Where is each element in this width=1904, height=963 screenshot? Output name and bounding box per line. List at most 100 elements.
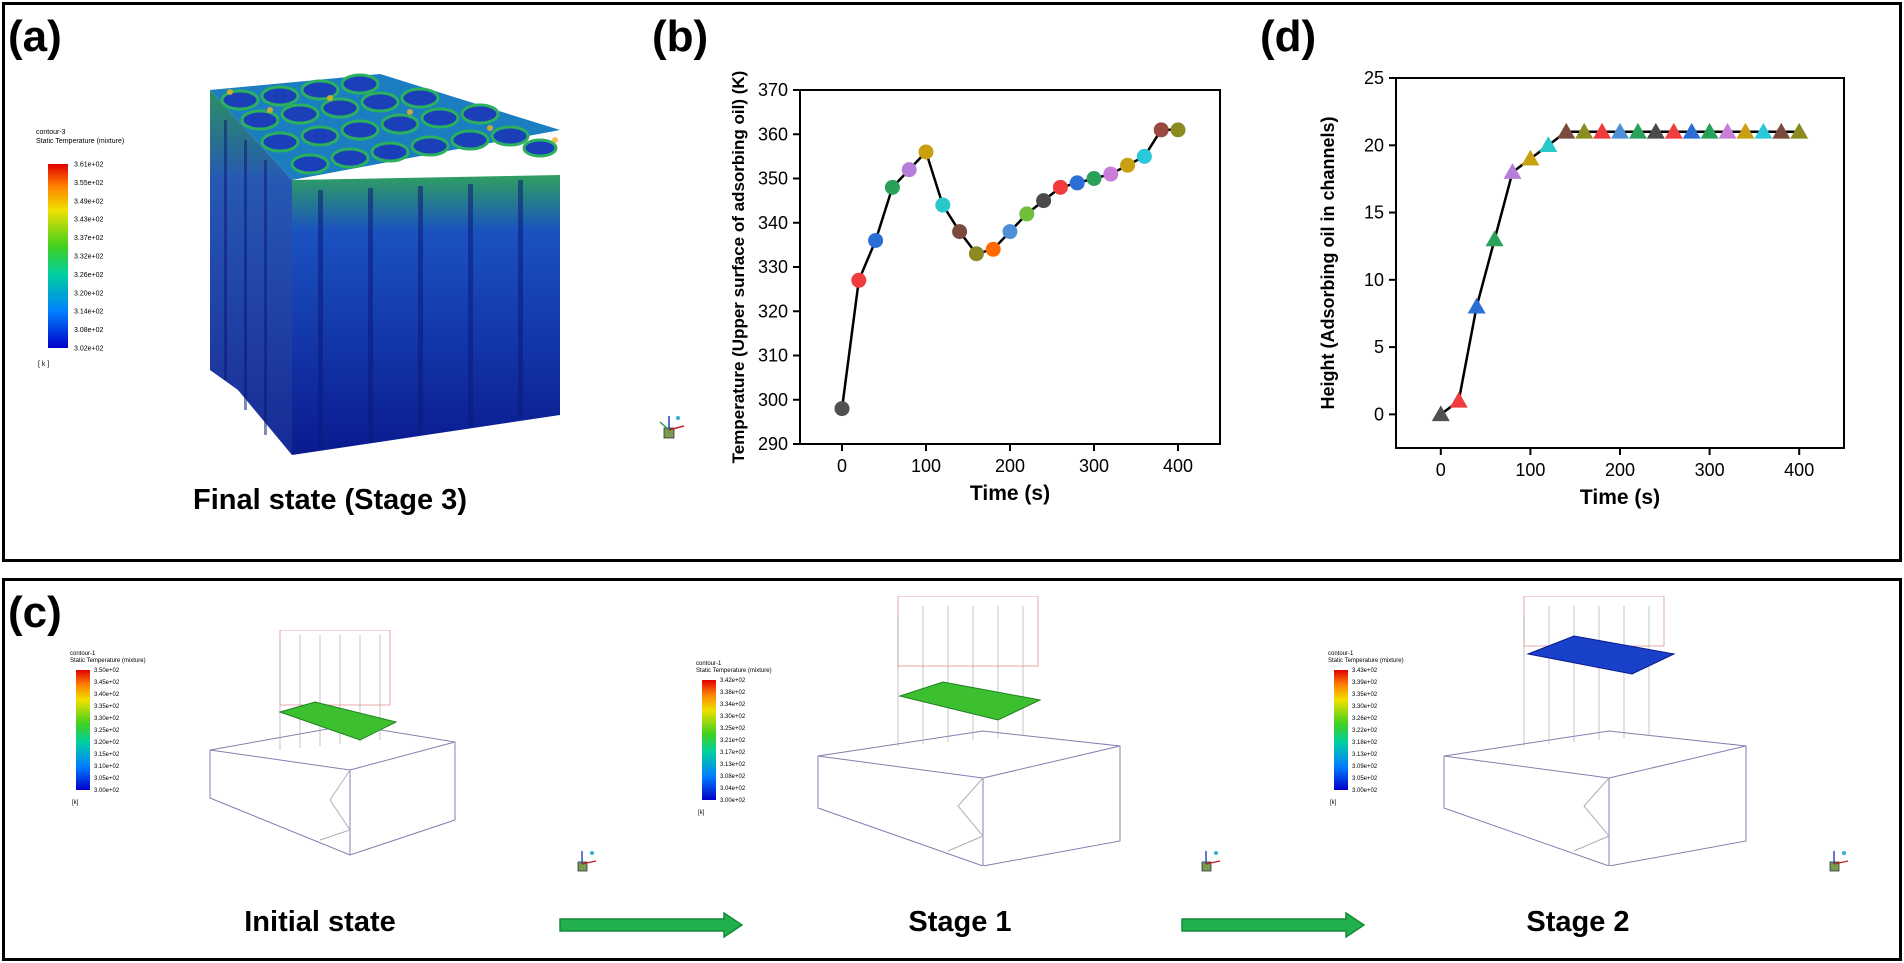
panel-label-c: (c): [8, 588, 62, 637]
colormap-legend-c2: contour-1 Static Temperature (mixture) 3…: [696, 661, 772, 816]
legend-tick-label: 3.18e+02: [1352, 740, 1378, 746]
legend-tick-label: 3.43e+02: [1352, 668, 1378, 674]
axis-triad-icon: [1201, 851, 1221, 872]
x-tick-label: 400: [1784, 460, 1814, 480]
legend-c3-title2: Static Temperature (mixture): [1328, 658, 1404, 664]
legend-tick-label: 3.26e+02: [74, 272, 103, 279]
panel-top: [2, 2, 1902, 562]
data-point: [968, 246, 984, 262]
data-point: [1449, 391, 1468, 408]
legend-tick-label: 3.34e+02: [720, 702, 746, 708]
legend-tick-label: 3.08e+02: [74, 327, 103, 334]
legend-a-unit: [ k ]: [38, 361, 49, 368]
data-point: [952, 224, 968, 240]
legend-tick-label: 3.55e+02: [74, 180, 103, 187]
legend-tick-label: 3.05e+02: [1352, 776, 1378, 782]
x-tick-label: 400: [1163, 456, 1193, 476]
legend-tick-label: 3.35e+02: [1352, 692, 1378, 698]
x-tick-label: 200: [995, 456, 1025, 476]
data-point: [1772, 122, 1791, 139]
data-point: [1019, 206, 1035, 222]
axis-triad-icon: [1829, 851, 1849, 872]
data-point: [884, 179, 900, 195]
render-stage-2: [1443, 596, 1747, 866]
data-point: [1036, 193, 1052, 209]
data-point: [1485, 230, 1504, 247]
y-axis-label-d: Height (Adsorbing oil in channels): [1320, 116, 1338, 409]
legend-tick-label: 3.43e+02: [74, 217, 103, 224]
data-point: [1521, 149, 1540, 166]
data-point: [1431, 405, 1450, 422]
legend-tick-label: 3.22e+02: [1352, 728, 1378, 734]
render-initial-state: [209, 630, 456, 856]
x-tick-label: 300: [1079, 456, 1109, 476]
data-point: [1503, 163, 1522, 179]
data-point: [868, 232, 884, 248]
legend-tick-label: 3.42e+02: [720, 678, 746, 684]
legend-tick-label: 3.39e+02: [1352, 680, 1378, 686]
data-point: [1170, 122, 1186, 138]
legend-c2-title1: contour-1: [696, 661, 722, 667]
legend-tick-label: 3.30e+02: [94, 716, 120, 722]
legend-tick-label: 3.17e+02: [720, 750, 746, 756]
legend-tick-label: 3.49e+02: [74, 198, 103, 205]
axis-triad-icon: [659, 416, 685, 439]
data-point: [985, 241, 1001, 257]
data-point: [1069, 175, 1085, 191]
data-point: [1575, 122, 1594, 139]
x-tick-label: 100: [911, 456, 941, 476]
data-point: [1790, 122, 1809, 139]
data-point: [1467, 297, 1486, 314]
legend-tick-label: 3.00e+02: [720, 798, 746, 804]
legend-tick-label: 3.08e+02: [720, 774, 746, 780]
legend-tick-label: 3.20e+02: [94, 740, 120, 746]
y-tick-label: 350: [758, 169, 788, 189]
arrow-initial-to-stage1: [559, 912, 744, 938]
y-tick-label: 10: [1364, 270, 1384, 290]
data-point: [1086, 171, 1102, 186]
legend-tick-label: 3.13e+02: [720, 762, 746, 768]
legend-c1-title1: contour-1: [70, 651, 96, 657]
data-point: [1700, 122, 1719, 139]
panel-bottom: [2, 578, 1902, 961]
y-tick-label: 340: [758, 213, 788, 233]
data-point: [1682, 122, 1701, 139]
data-point: [1557, 122, 1576, 139]
y-tick-label: 360: [758, 124, 788, 144]
data-point: [1611, 122, 1629, 139]
legend-tick-label: 3.05e+02: [94, 776, 120, 782]
y-tick-label: 330: [758, 257, 788, 277]
data-point: [1120, 157, 1136, 173]
legend-tick-label: 3.10e+02: [94, 764, 120, 770]
arrow-stage1-to-stage2: [1181, 912, 1366, 938]
x-tick-label: 0: [837, 456, 847, 476]
legend-tick-label: 3.00e+02: [94, 788, 120, 794]
data-point: [1136, 148, 1152, 164]
legend-a-colorbar: [48, 164, 68, 348]
legend-tick-label: 3.21e+02: [720, 738, 746, 744]
legend-c1-unit: [k]: [72, 800, 79, 806]
legend-a-title2: Static Temperature (mixture): [36, 138, 124, 145]
y-axis-label-b: Temperature (Upper surface of adsorbing …: [730, 71, 748, 464]
data-point: [935, 197, 951, 213]
legend-c3-colorbar: [1334, 670, 1348, 790]
y-tick-label: 370: [758, 80, 788, 100]
y-tick-label: 290: [758, 434, 788, 454]
data-point: [1736, 122, 1755, 139]
caption-stage-2: Stage 2: [1526, 906, 1630, 938]
y-tick-label: 310: [758, 346, 788, 366]
chart-temperature: 0 100 200 300 400 290 300 310 320 330 340 350 360 370…: [730, 71, 1221, 505]
y-tick-label: 5: [1374, 337, 1384, 357]
caption-stage-1: Stage 1: [908, 906, 1012, 938]
legend-c3-title1: contour-1: [1328, 651, 1354, 657]
legend-c1-colorbar: [76, 670, 90, 790]
data-point: [918, 144, 934, 160]
legend-tick-label: 3.32e+02: [74, 253, 103, 260]
legend-tick-label: 3.02e+02: [74, 345, 103, 352]
legend-c1-title2: Static Temperature (mixture): [70, 658, 146, 664]
legend-tick-label: 3.45e+02: [94, 680, 120, 686]
panel-label-d: (d): [1260, 12, 1317, 61]
legend-c2-unit: [k]: [698, 810, 705, 816]
legend-tick-label: 3.04e+02: [720, 786, 746, 792]
legend-tick-label: 3.14e+02: [74, 309, 103, 316]
